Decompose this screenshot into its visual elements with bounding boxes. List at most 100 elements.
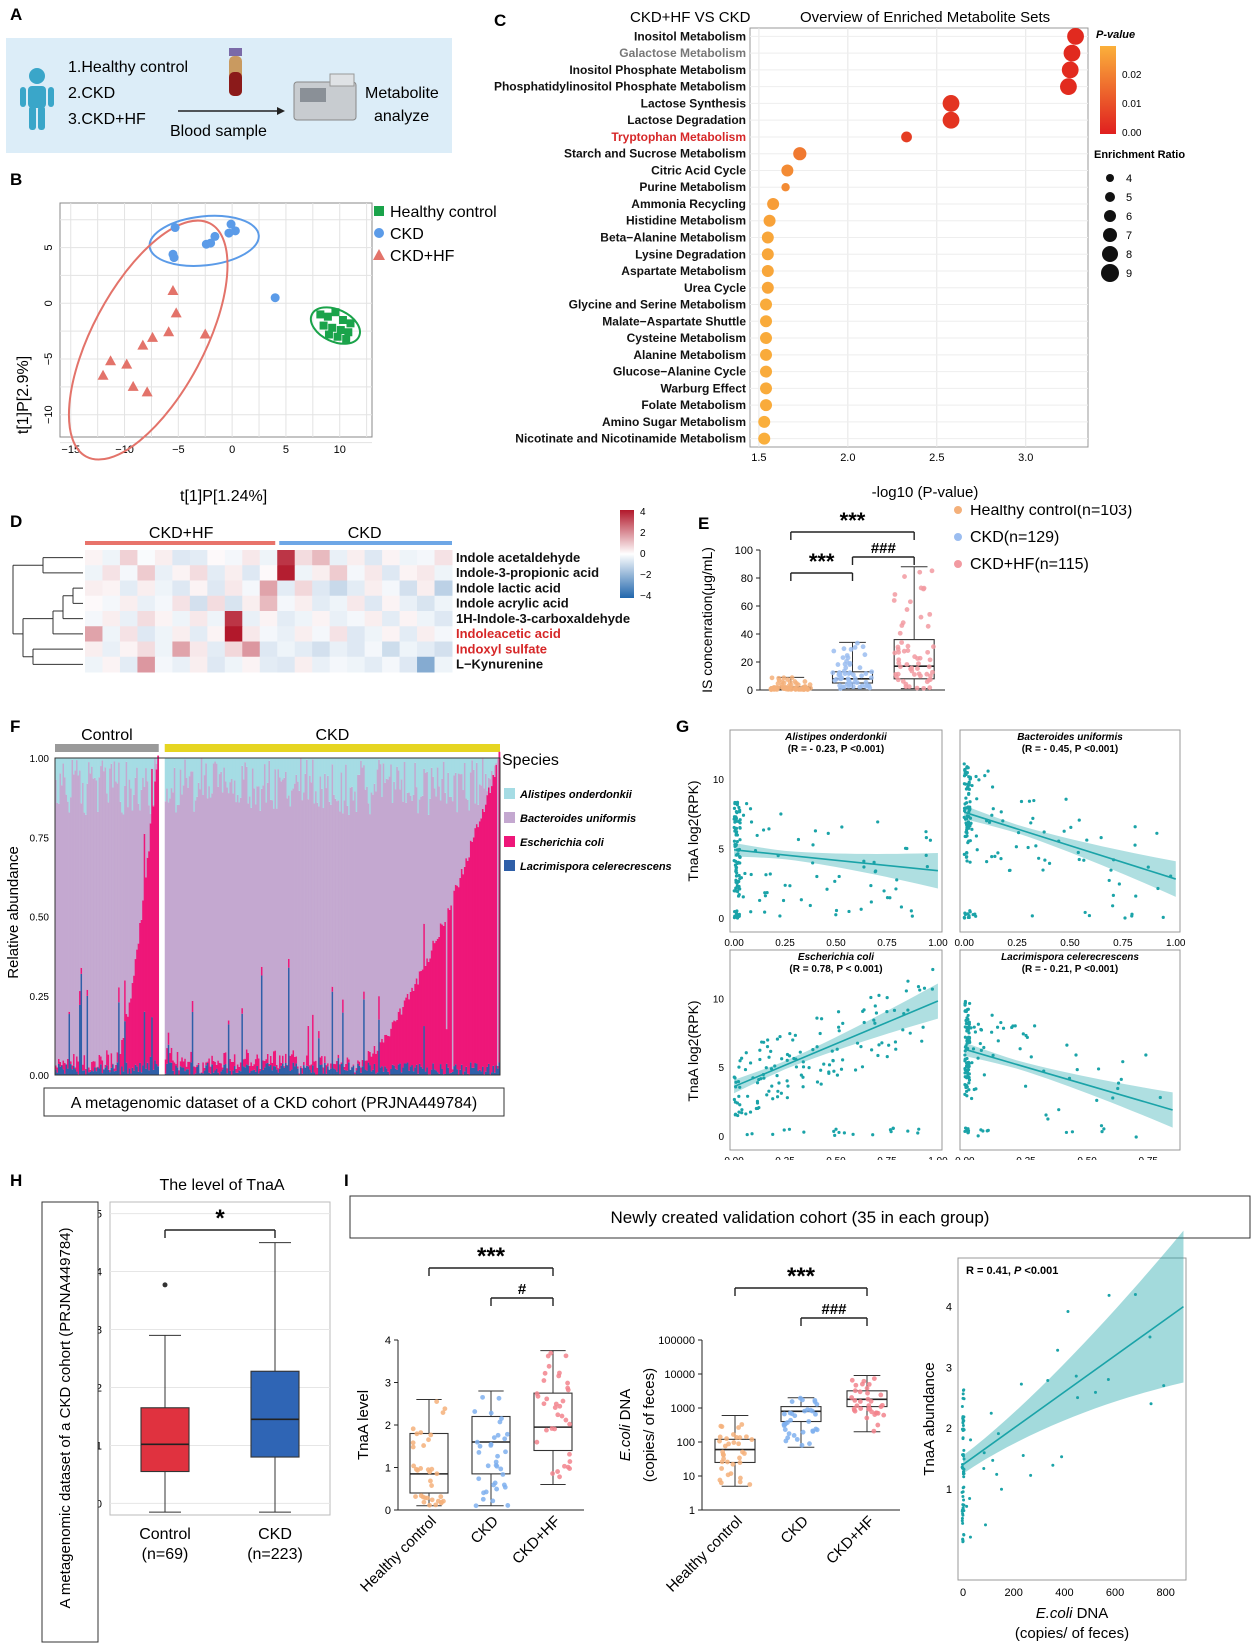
bar-bacteroides: [358, 774, 361, 1062]
bar-escherichia: [109, 1070, 111, 1073]
bar-lacrimispora: [382, 1071, 385, 1075]
heatmap-cell: [242, 565, 261, 581]
heatmap-cell: [137, 580, 156, 597]
bar-lacrimispora: [64, 1073, 66, 1075]
ckdhf-point: [137, 339, 149, 350]
data-point: [906, 684, 912, 690]
bar-bacteroides: [230, 778, 233, 1062]
bar-lacrimispora: [101, 1073, 104, 1075]
data-point: [427, 1502, 432, 1508]
data-point: [907, 599, 913, 605]
bar-escherichia: [424, 965, 427, 1072]
row-label: Indole lactic acid: [456, 580, 561, 595]
data-point: [849, 1395, 855, 1400]
data-point: [862, 859, 866, 863]
heatmap-cell: [137, 565, 156, 581]
y-axis-label: A metagenomic dataset of a CKD cohort (P…: [57, 1227, 74, 1608]
data-point: [480, 1394, 485, 1400]
heatmap-cell: [259, 565, 278, 581]
heatmap-cell: [154, 565, 173, 581]
data-point: [999, 1020, 1003, 1025]
bar-bacteroides: [462, 790, 465, 875]
bar-alistipes: [257, 758, 260, 787]
data-point: [846, 683, 852, 689]
bar-lacrimispora: [206, 1062, 209, 1075]
bar-bacteroides: [143, 786, 146, 834]
bar-escherichia: [79, 991, 81, 1005]
bar-escherichia: [307, 1025, 310, 1067]
bar-escherichia: [364, 1060, 367, 1070]
data-point: [736, 819, 741, 824]
heatmap-cell: [277, 656, 296, 673]
bar-lacrimispora: [351, 1067, 353, 1075]
data-point: [850, 672, 856, 678]
bar-lacrimispora: [100, 1064, 102, 1075]
heatmap-cell: [329, 626, 348, 642]
bar-alistipes: [218, 758, 221, 775]
bar-bacteroides: [319, 776, 322, 1058]
heatmap-cell: [154, 641, 173, 658]
data-point: [802, 679, 808, 684]
heatmap-cell: [364, 595, 383, 612]
bar-bacteroides: [178, 805, 181, 1071]
bar-bacteroides: [292, 788, 295, 1051]
bar-escherichia: [471, 841, 474, 1068]
data-point: [1062, 829, 1066, 833]
bar-alistipes: [298, 758, 301, 791]
bar-escherichia: [80, 967, 83, 974]
legend-title: Enrichment Ratio: [1094, 149, 1185, 161]
data-point: [1134, 1135, 1138, 1139]
data-point: [496, 1395, 502, 1401]
data-point: [859, 1045, 863, 1049]
bar-lacrimispora: [283, 1067, 286, 1075]
data-point: [781, 1411, 787, 1417]
bar-lacrimispora: [301, 1073, 304, 1075]
data-point: [822, 1062, 826, 1066]
bar-lacrimispora: [272, 1066, 275, 1075]
bar-alistipes: [166, 758, 169, 789]
heatmap-cell: [329, 656, 348, 673]
bar-alistipes: [70, 758, 72, 798]
bar-alistipes: [297, 758, 299, 782]
data-point: [862, 652, 868, 658]
bar-lacrimispora: [80, 973, 83, 1075]
size-swatch: [1106, 174, 1114, 182]
data-point: [799, 1442, 805, 1448]
panel-a-background: [6, 38, 452, 153]
data-point: [917, 569, 923, 575]
data-point: [794, 1065, 799, 1069]
y-tick-label: 1.00: [30, 754, 50, 765]
enrichment-dot: [781, 183, 790, 192]
category-label: Inositol Phosphate Metabolism: [569, 63, 746, 77]
data-point: [831, 648, 837, 654]
data-point: [991, 1458, 995, 1462]
data-point: [476, 1476, 482, 1482]
ckdhf-point: [121, 358, 133, 369]
bar-escherichia: [151, 768, 154, 1018]
bar-lacrimispora: [459, 1069, 462, 1075]
data-point: [773, 1064, 777, 1068]
bar-alistipes: [275, 758, 278, 809]
category-label: Inositol Metabolism: [634, 29, 746, 43]
heatmap-cell: [137, 550, 156, 566]
bar-alistipes: [478, 758, 481, 785]
bar-bacteroides: [412, 794, 415, 991]
data-point: [744, 1051, 748, 1055]
data-point: [982, 1466, 986, 1470]
data-point: [731, 1440, 737, 1445]
data-point: [567, 1459, 573, 1464]
data-point: [887, 1043, 891, 1047]
bar-escherichia: [97, 1066, 99, 1068]
bar-lacrimispora: [209, 1073, 212, 1075]
data-point: [771, 1097, 775, 1101]
bar-escherichia: [176, 1051, 179, 1068]
bar-bacteroides: [122, 814, 125, 1038]
data-point: [738, 1059, 742, 1063]
data-point: [899, 905, 904, 909]
data-point: [1123, 916, 1127, 920]
bar-alistipes: [233, 758, 236, 781]
heatmap-cell: [137, 611, 156, 627]
data-point: [978, 1041, 982, 1046]
data-point: [735, 880, 740, 884]
bar-bacteroides: [330, 804, 332, 1064]
